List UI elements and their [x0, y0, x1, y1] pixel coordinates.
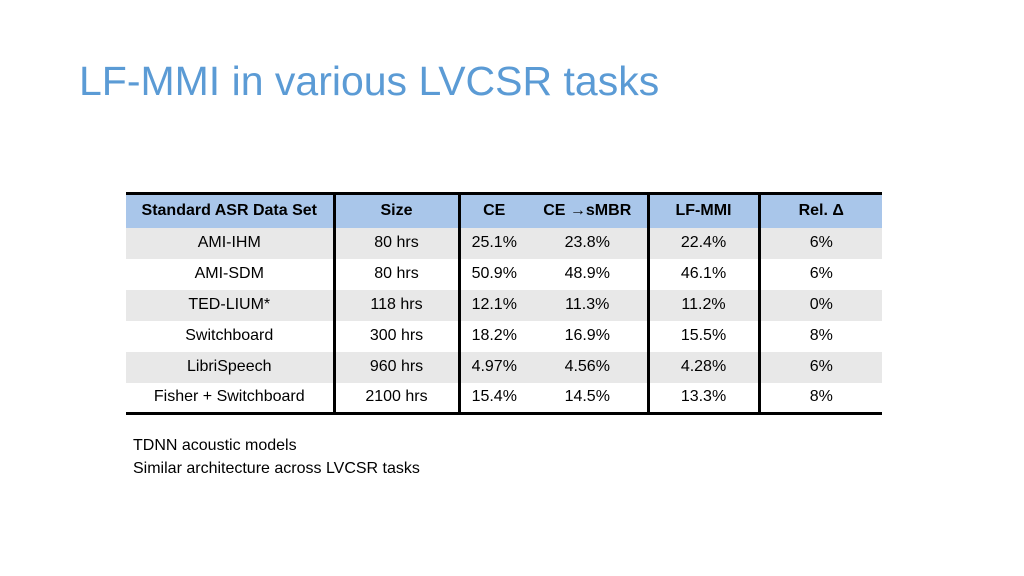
header-ce-smbr: CE →sMBR: [528, 192, 650, 228]
header-rel-delta: Rel. Δ: [759, 192, 882, 228]
cell-ce: 25.1%: [471, 234, 517, 251]
cell-lf-mmi: 11.2%: [648, 289, 761, 321]
cell-ce: 15.4%: [459, 382, 528, 415]
header-size: Size: [334, 192, 461, 228]
cell-rel-delta: 8%: [759, 382, 882, 415]
cell-size: 300 hrs: [334, 320, 461, 352]
table-row: LibriSpeech 960 hrs 4.97% 4.56% 4.28% 6%: [126, 351, 882, 383]
table-row: AMI-SDM 80 hrs 50.9% 48.9% 46.1% 6%: [126, 258, 882, 290]
cell-rel-delta: 8%: [809, 327, 833, 344]
cell-lf-mmi: 13.3%: [648, 382, 761, 415]
cell-ce-smbr: 16.9%: [528, 320, 650, 352]
note-line: TDNN acoustic models: [133, 437, 297, 454]
cell-lf-mmi: 22.4%: [648, 227, 761, 259]
note-line: Similar architecture across LVCSR tasks: [133, 460, 420, 477]
cell-ce-smbr: 48.9%: [528, 258, 650, 290]
cell-size: 2100 hrs: [334, 382, 461, 415]
slide-notes: TDNN acoustic models Similar architectur…: [133, 434, 420, 480]
table-header-row: Standard ASR Data Set Size CE CE →sMBR L…: [126, 192, 882, 228]
cell-ce: 4.97%: [471, 358, 517, 375]
slide-title: LF-MMI in various LVCSR tasks: [79, 58, 660, 104]
cell-rel-delta: 6%: [809, 234, 833, 251]
cell-dataset: LibriSpeech: [126, 351, 336, 383]
cell-ce-smbr: 23.8%: [528, 227, 650, 259]
table-row: Switchboard 300 hrs 18.2% 16.9% 15.5% 8%: [126, 320, 882, 352]
results-table-container: Standard ASR Data Set Size CE CE →sMBR L…: [126, 192, 882, 415]
cell-ce: 50.9%: [471, 265, 517, 282]
cell-lf-mmi: 4.28%: [648, 351, 761, 383]
cell-dataset: AMI-IHM: [126, 227, 336, 259]
table-row: TED-LIUM* 118 hrs 12.1% 11.3% 11.2% 0%: [126, 289, 882, 321]
table-row: AMI-IHM 80 hrs 25.1% 23.8% 22.4% 6%: [126, 227, 882, 259]
cell-rel-delta: 0%: [809, 296, 833, 313]
cell-ce-smbr: 4.56%: [528, 351, 650, 383]
cell-dataset: Switchboard: [126, 320, 336, 352]
cell-dataset: Fisher + Switchboard: [126, 382, 336, 415]
cell-lf-mmi: 46.1%: [648, 258, 761, 290]
cell-ce-smbr: 11.3%: [528, 289, 650, 321]
cell-dataset: AMI-SDM: [126, 258, 336, 290]
cell-lf-mmi: 15.5%: [648, 320, 761, 352]
header-ce: CE: [459, 192, 528, 228]
cell-ce-smbr: 14.5%: [528, 382, 650, 415]
cell-rel-delta: 6%: [809, 265, 833, 282]
cell-dataset: TED-LIUM*: [126, 289, 336, 321]
cell-size: 80 hrs: [334, 227, 461, 259]
cell-size: 80 hrs: [334, 258, 461, 290]
cell-rel-delta: 6%: [809, 358, 833, 375]
cell-ce: 18.2%: [471, 327, 517, 344]
cell-size: 960 hrs: [334, 351, 461, 383]
table-row: Fisher + Switchboard 2100 hrs 15.4% 14.5…: [126, 382, 882, 415]
header-lf-mmi: LF-MMI: [648, 192, 761, 228]
cell-size: 118 hrs: [334, 289, 461, 321]
cell-ce: 12.1%: [471, 296, 517, 313]
results-table: Standard ASR Data Set Size CE CE →sMBR L…: [126, 192, 882, 415]
header-dataset: Standard ASR Data Set: [126, 192, 336, 228]
